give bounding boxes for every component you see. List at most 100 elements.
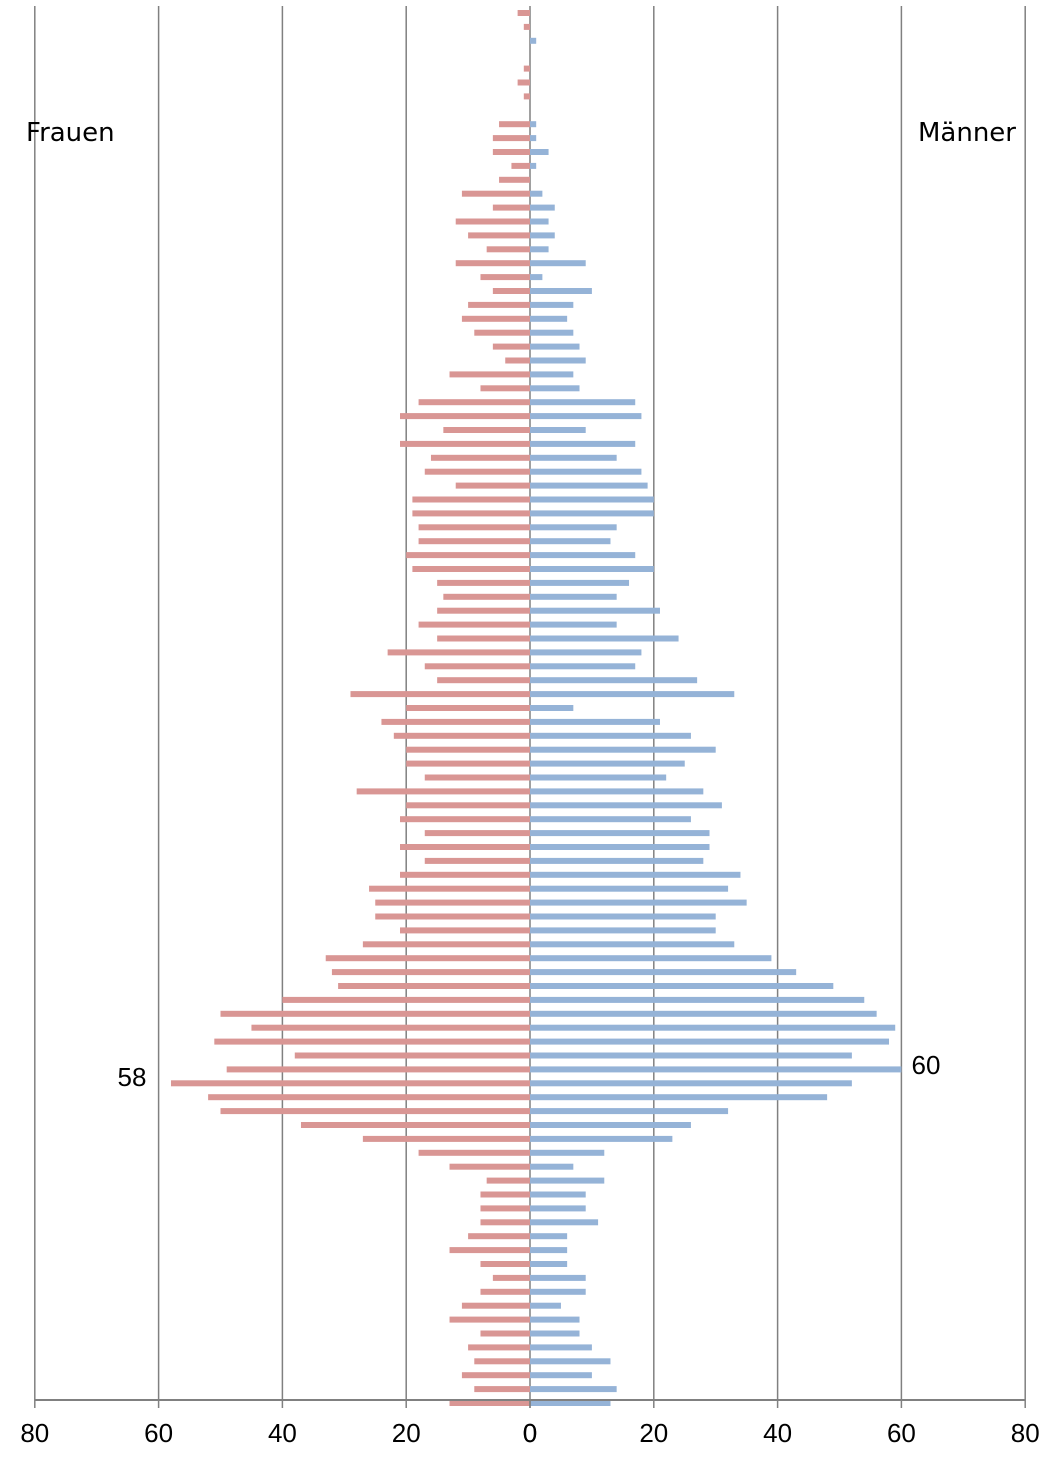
male-bar xyxy=(530,1358,611,1365)
female-bar xyxy=(480,1191,530,1198)
female-bar xyxy=(492,288,530,294)
male-bar xyxy=(530,121,537,128)
female-bar xyxy=(418,1149,530,1156)
female-bar xyxy=(406,760,530,767)
male-bar xyxy=(530,1274,586,1281)
male-bar xyxy=(530,440,636,447)
female-bar xyxy=(437,607,530,614)
male-bar xyxy=(530,1316,580,1323)
female-bar xyxy=(362,941,530,948)
female-bar xyxy=(437,579,530,586)
male-bar xyxy=(530,1024,896,1031)
male-bar xyxy=(530,162,537,169)
male-bar xyxy=(530,1372,592,1379)
female-bar xyxy=(474,1386,530,1393)
female-bar xyxy=(214,1038,530,1045)
male-bar xyxy=(530,913,716,920)
male-bar xyxy=(530,343,580,350)
female-bar xyxy=(406,552,530,559)
male-bar xyxy=(530,677,698,684)
female-bar xyxy=(424,774,530,781)
female-bar xyxy=(449,1247,530,1254)
legend-female-label: Frauen xyxy=(26,118,115,148)
female-bar xyxy=(220,1010,530,1017)
female-bar xyxy=(480,1288,530,1295)
female-bar xyxy=(400,440,530,447)
female-bar xyxy=(300,1122,530,1128)
male-bar xyxy=(530,1191,586,1198)
female-bar xyxy=(468,232,530,239)
male-bar xyxy=(530,1330,580,1337)
x-tick-label: 80 xyxy=(1011,1418,1040,1448)
male-bar xyxy=(530,371,574,378)
female-bar xyxy=(480,274,530,281)
female-bar xyxy=(455,218,530,225)
female-bar xyxy=(387,649,530,656)
male-bar xyxy=(530,427,586,433)
male-peak-label: 60 xyxy=(912,1050,941,1080)
male-bar xyxy=(530,190,543,197)
female-bar xyxy=(461,190,530,197)
female-bar xyxy=(517,79,530,86)
male-bar xyxy=(530,927,716,934)
female-bar xyxy=(443,593,530,600)
male-bar xyxy=(530,468,642,475)
male-bar xyxy=(530,635,679,642)
female-bar xyxy=(449,371,530,378)
female-bar xyxy=(455,482,530,489)
female-bar xyxy=(499,176,530,183)
male-bar xyxy=(530,593,617,600)
x-tick-label: 60 xyxy=(144,1418,173,1448)
male-bar xyxy=(530,941,735,948)
male-bar xyxy=(530,1066,902,1073)
female-bar xyxy=(406,746,530,753)
male-bar xyxy=(530,399,636,406)
male-bar xyxy=(530,204,555,211)
male-bar xyxy=(530,885,729,892)
female-bar xyxy=(400,413,530,420)
x-tick-label: 20 xyxy=(392,1418,421,1448)
female-bar xyxy=(437,635,530,642)
female-bar xyxy=(492,204,530,211)
female-bar xyxy=(251,1024,530,1031)
female-bar xyxy=(400,844,530,850)
female-bar xyxy=(418,621,530,628)
female-bar xyxy=(418,399,530,406)
female-bar xyxy=(412,510,530,517)
female-bar xyxy=(449,1316,530,1323)
male-bar xyxy=(530,357,586,364)
male-bar xyxy=(530,1302,561,1309)
female-bar xyxy=(220,1108,530,1115)
male-bar xyxy=(530,385,580,392)
female-bar xyxy=(350,691,530,698)
male-bar xyxy=(530,1177,605,1184)
female-bar xyxy=(437,677,530,684)
female-bar xyxy=(523,93,530,100)
female-bar xyxy=(461,315,530,322)
male-bar xyxy=(530,760,685,767)
female-bar xyxy=(511,162,530,169)
male-bar xyxy=(530,663,636,670)
male-bar xyxy=(530,1233,568,1240)
female-bar xyxy=(369,885,530,892)
female-bar xyxy=(282,996,530,1003)
x-tick-label: 20 xyxy=(639,1418,668,1448)
female-bar xyxy=(424,857,530,864)
female-bar xyxy=(474,1358,530,1365)
male-bar xyxy=(530,232,555,239)
female-bar xyxy=(443,427,530,433)
male-bar xyxy=(530,329,574,336)
male-bar xyxy=(530,246,549,253)
female-bar xyxy=(486,1177,530,1184)
female-bar xyxy=(492,1274,530,1281)
female-bar xyxy=(393,732,530,739)
female-bar xyxy=(492,135,530,142)
female-bar xyxy=(461,1372,530,1379)
male-bar xyxy=(530,732,691,739)
x-axis: 80 60 40 20 00 20 40 60 80 xyxy=(20,1399,1040,1448)
male-bar xyxy=(530,566,654,572)
male-bar xyxy=(530,135,537,142)
male-bar xyxy=(530,218,549,225)
female-bar xyxy=(325,955,530,962)
